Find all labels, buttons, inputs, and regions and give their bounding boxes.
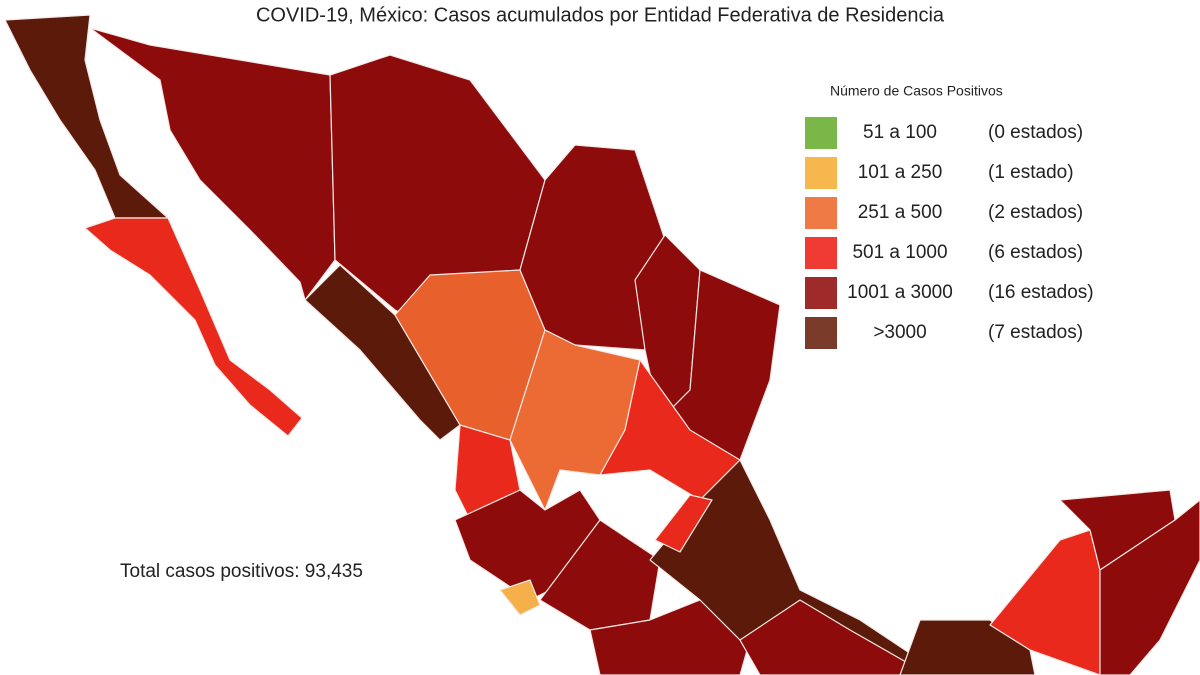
legend-range: 101 a 250 [858, 162, 943, 183]
total-label: Total casos positivos: 93,435 [120, 561, 363, 582]
legend-count: (6 estados) [988, 242, 1083, 263]
legend-count: (16 estados) [988, 282, 1094, 303]
state [539, 519, 661, 631]
legend-swatch [805, 197, 837, 229]
legend-swatch [805, 317, 837, 349]
state [89, 27, 336, 301]
legend-swatch [805, 117, 837, 149]
legend-count: (1 estado) [988, 162, 1074, 183]
legend-count: (0 estados) [988, 122, 1083, 143]
legend-range: 1001 a 3000 [847, 282, 953, 303]
legend-range: 51 a 100 [863, 122, 937, 143]
state [599, 359, 741, 501]
legend-range: 501 a 1000 [852, 242, 947, 263]
state [899, 619, 1036, 675]
legend-swatch [805, 237, 837, 269]
legend-title: Número de Casos Positivos [830, 83, 1003, 99]
state [649, 459, 921, 675]
map [4, 14, 1200, 675]
legend-swatch [805, 277, 837, 309]
legend-count: (2 estados) [988, 202, 1083, 223]
legend: 51 a 100 (0 estados) 101 a 250 (1 estado) 25… [805, 117, 1094, 349]
state [499, 579, 541, 616]
legend-swatch [805, 157, 837, 189]
state [84, 217, 303, 437]
state [304, 264, 461, 441]
legend-range: >3000 [873, 322, 926, 343]
legend-count: (7 estados) [988, 322, 1083, 343]
legend-range: 251 a 500 [858, 202, 943, 223]
state [654, 494, 713, 553]
title: COVID-19, México: Casos acumulados por E… [256, 4, 945, 26]
state [1099, 499, 1200, 675]
